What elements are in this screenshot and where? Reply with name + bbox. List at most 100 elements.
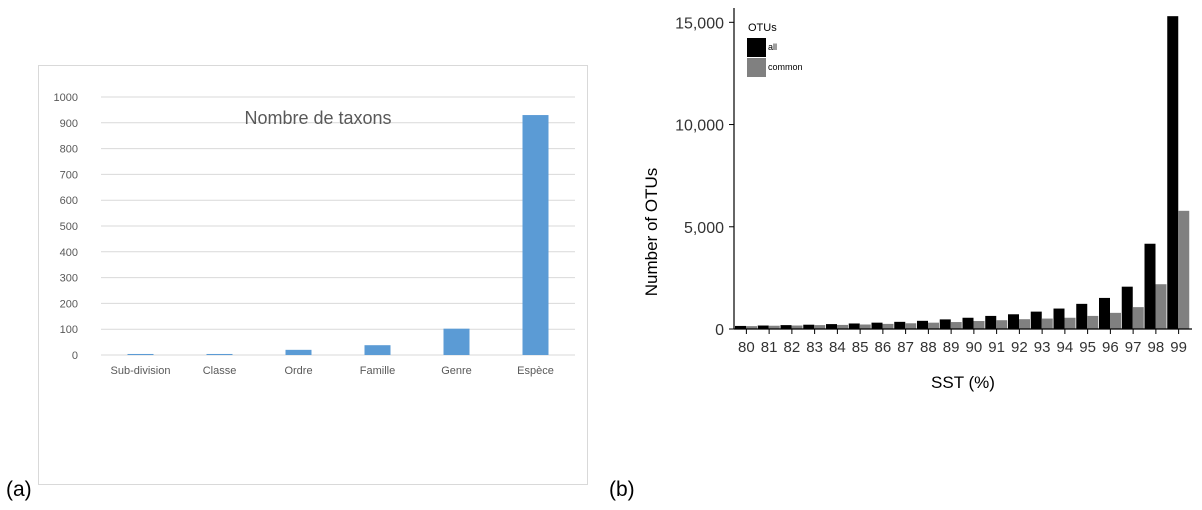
x-tick-label-b: 96 xyxy=(1102,339,1119,356)
bar-common-90 xyxy=(973,321,985,329)
x-tick-label-b: 81 xyxy=(761,339,778,356)
bar-all-84 xyxy=(826,324,837,329)
y-tick-label-b: 10,000 xyxy=(675,118,724,135)
y-tick-label-a: 1000 xyxy=(54,92,78,104)
panel-label-a: (a) xyxy=(6,478,32,501)
x-tick-label-b: 94 xyxy=(1057,339,1074,356)
bar-all-88 xyxy=(917,320,928,329)
x-tick-label-b: 91 xyxy=(988,339,1005,356)
bar-common-95 xyxy=(1087,315,1099,329)
y-axis-title-b: Number of OTUs xyxy=(642,168,661,296)
bar-all-97 xyxy=(1121,286,1133,329)
bar-all-93 xyxy=(1030,311,1042,329)
bar-espèce xyxy=(522,115,549,355)
chart-b: 80 81 82 83 84 85 86 87 88 89 90 91 92 93 94 95 96 97 98 99… xyxy=(642,8,1192,392)
bar-common-81 xyxy=(768,325,780,329)
bar-common-89 xyxy=(950,322,962,329)
bar-famille xyxy=(364,345,391,355)
x-tick-label-a: Ordre xyxy=(284,365,312,377)
bar-common-94 xyxy=(1064,317,1076,329)
legend-swatch-all xyxy=(747,38,766,57)
bar-all-99 xyxy=(1167,16,1179,329)
bar-all-94 xyxy=(1053,308,1065,329)
chart-a: 0 100 200 300 400 500 600 700 800 900 1000 Sub-divi… xyxy=(38,65,588,485)
bar-common-87 xyxy=(905,323,917,329)
x-tick-label-b: 82 xyxy=(784,339,801,356)
y-tick-label-b: 5,000 xyxy=(684,220,724,237)
x-tick-label-b: 83 xyxy=(806,339,823,356)
legend-label-common: common xyxy=(768,62,803,72)
bar-all-91 xyxy=(985,315,997,329)
legend-swatch-common xyxy=(747,58,766,77)
x-tick-label-b: 90 xyxy=(966,339,983,356)
bar-all-85 xyxy=(848,323,860,329)
chart-a-frame xyxy=(38,65,588,485)
bar-all-98 xyxy=(1144,243,1156,329)
bar-all-89 xyxy=(939,319,951,329)
x-tick-label-b: 99 xyxy=(1170,339,1187,356)
bar-all-83 xyxy=(803,324,815,329)
bar-all-81 xyxy=(757,325,769,329)
x-tick-label-a: Sub-division xyxy=(111,365,171,377)
legend-label-all: all xyxy=(768,42,777,52)
legend-title-b: OTUs xyxy=(748,22,777,34)
bar-all-82 xyxy=(780,325,792,329)
bar-ordre xyxy=(285,349,312,355)
bar-common-92 xyxy=(1019,319,1030,329)
x-tick-label-b: 88 xyxy=(920,339,937,356)
y-tick-label-a: 300 xyxy=(60,273,78,285)
x-tick-label-a: Famille xyxy=(360,365,395,377)
bar-sub-division xyxy=(127,353,154,355)
y-tick-label-b: 0 xyxy=(715,322,724,339)
bar-all-95 xyxy=(1076,303,1088,329)
bar-common-96 xyxy=(1110,312,1121,329)
bar-common-98 xyxy=(1155,284,1167,329)
chart-a-title: Nombre de taxons xyxy=(244,108,391,128)
bar-all-90 xyxy=(962,317,974,329)
x-tick-label-a: Espèce xyxy=(517,365,554,377)
bar-all-80 xyxy=(735,325,746,329)
bar-common-91 xyxy=(996,320,1008,329)
bar-all-96 xyxy=(1099,297,1110,329)
x-tick-label-b: 85 xyxy=(852,339,869,356)
bar-common-99 xyxy=(1178,210,1190,329)
y-tick-label-a: 700 xyxy=(60,169,78,181)
bar-common-80 xyxy=(746,326,757,329)
bar-genre xyxy=(443,328,470,355)
y-tick-label-a: 0 xyxy=(72,350,78,362)
x-tick-label-b: 86 xyxy=(875,339,892,356)
y-tick-label-a: 200 xyxy=(60,298,78,310)
bar-common-85 xyxy=(859,324,871,329)
y-tick-label-a: 800 xyxy=(60,144,78,156)
bar-common-93 xyxy=(1041,318,1053,329)
x-tick-label-b: 92 xyxy=(1011,339,1028,356)
x-tick-label-b: 87 xyxy=(897,339,914,356)
x-tick-label-b: 93 xyxy=(1034,339,1051,356)
x-tick-label-b: 97 xyxy=(1125,339,1142,356)
y-tick-label-a: 500 xyxy=(60,221,78,233)
bar-classe xyxy=(206,353,233,355)
panel-label-b: (b) xyxy=(609,478,635,501)
bar-common-84 xyxy=(837,324,848,329)
x-tick-label-b: 80 xyxy=(738,339,755,356)
x-axis-title-b: SST (%) xyxy=(931,373,995,392)
bar-common-83 xyxy=(814,325,826,329)
bar-all-87 xyxy=(894,321,906,329)
x-tick-label-a: Classe xyxy=(203,365,237,377)
bar-common-82 xyxy=(791,325,803,329)
bar-common-86 xyxy=(882,323,894,329)
x-tick-label-b: 98 xyxy=(1148,339,1165,356)
x-tick-label-b: 89 xyxy=(943,339,960,356)
y-tick-label-a: 100 xyxy=(60,324,78,336)
y-tick-label-b: 15,000 xyxy=(675,15,724,32)
bar-common-97 xyxy=(1132,307,1144,329)
y-tick-label-a: 600 xyxy=(60,195,78,207)
bar-all-86 xyxy=(871,322,883,329)
y-tick-label-a: 900 xyxy=(60,118,78,130)
bar-all-92 xyxy=(1008,314,1019,329)
bar-common-88 xyxy=(928,322,939,329)
x-tick-label-b: 84 xyxy=(829,339,846,356)
x-tick-label-a: Genre xyxy=(441,365,472,377)
x-tick-label-b: 95 xyxy=(1079,339,1096,356)
y-tick-label-a: 400 xyxy=(60,247,78,259)
